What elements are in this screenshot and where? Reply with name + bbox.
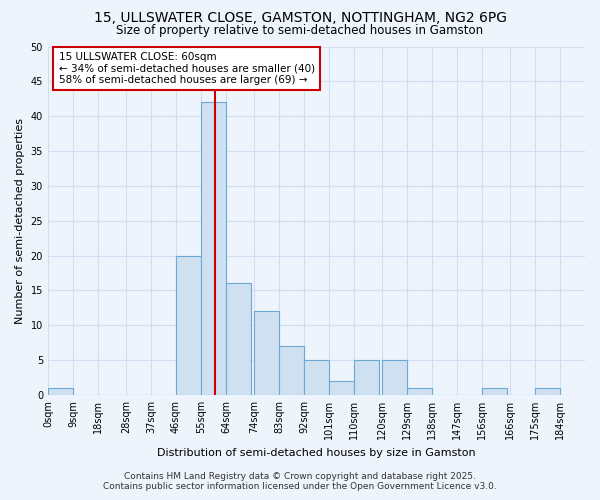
Bar [226, 284, 251, 395]
Bar [48, 388, 73, 395]
Y-axis label: Number of semi-detached properties: Number of semi-detached properties [15, 118, 25, 324]
X-axis label: Distribution of semi-detached houses by size in Gamston: Distribution of semi-detached houses by … [157, 448, 476, 458]
Bar [279, 346, 304, 395]
Bar [407, 388, 432, 395]
Bar [482, 388, 507, 395]
Bar [201, 102, 226, 395]
Bar [329, 381, 354, 395]
Text: Size of property relative to semi-detached houses in Gamston: Size of property relative to semi-detach… [116, 24, 484, 37]
Text: 15 ULLSWATER CLOSE: 60sqm
← 34% of semi-detached houses are smaller (40)
58% of : 15 ULLSWATER CLOSE: 60sqm ← 34% of semi-… [59, 52, 315, 85]
Bar [354, 360, 379, 395]
Bar [304, 360, 329, 395]
Text: 15, ULLSWATER CLOSE, GAMSTON, NOTTINGHAM, NG2 6PG: 15, ULLSWATER CLOSE, GAMSTON, NOTTINGHAM… [94, 12, 506, 26]
Text: Contains HM Land Registry data © Crown copyright and database right 2025.
Contai: Contains HM Land Registry data © Crown c… [103, 472, 497, 491]
Bar [382, 360, 407, 395]
Bar [176, 256, 201, 395]
Bar [535, 388, 560, 395]
Bar [254, 312, 279, 395]
